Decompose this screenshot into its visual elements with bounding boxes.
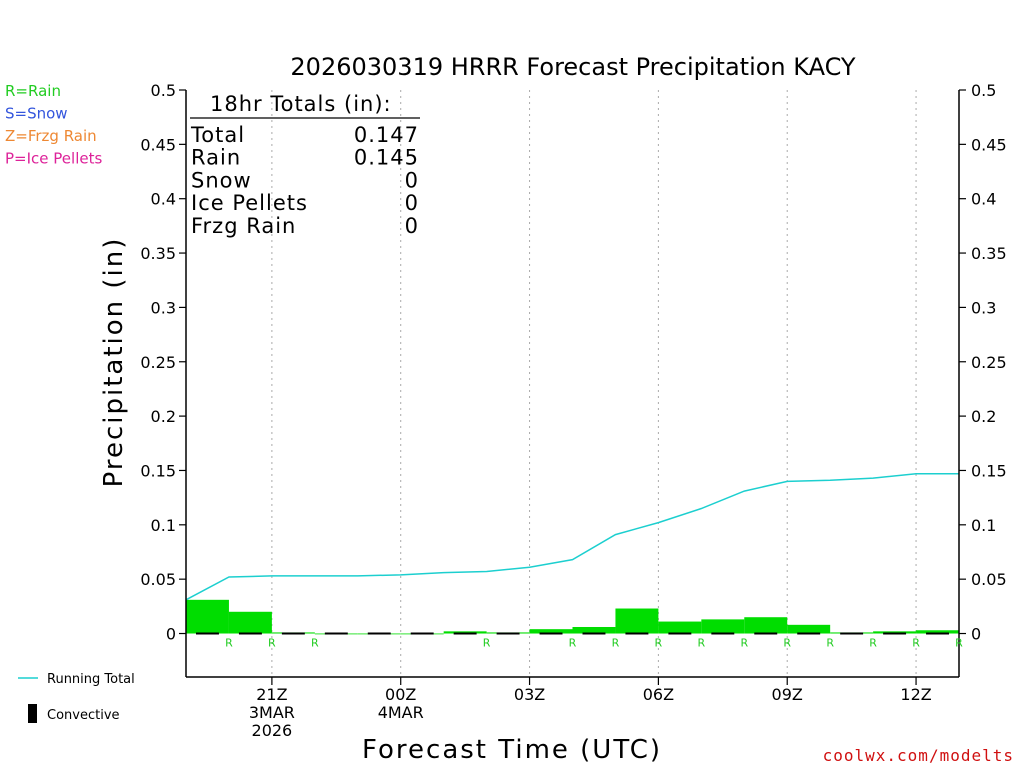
ytick-label-left-8: 0.4 [151, 190, 176, 209]
xtick-label-3-0: 06Z [643, 685, 674, 704]
chart-title: 2026030319 HRRR Forecast Precipitation K… [290, 53, 856, 81]
totals-value-4: 0 [405, 214, 419, 238]
xtick-label-2-0: 03Z [514, 685, 545, 704]
x-axis-label: Forecast Time (UTC) [362, 735, 662, 765]
ytick-label-left-3: 0.15 [140, 461, 176, 480]
precip-bar-14 [787, 624, 831, 634]
xtick-label-0-0: 21Z [256, 685, 287, 704]
precip-type-label-14: R [826, 637, 834, 650]
precip-type-label-11: R [698, 637, 706, 650]
ptype-legend-2: Z=Frzg Rain [5, 127, 97, 145]
ytick-label-left-6: 0.3 [151, 298, 176, 317]
xtick-label-4-0: 09Z [772, 685, 803, 704]
precip-type-label-0: R [225, 637, 233, 650]
totals-label-4: Frzg Rain [191, 214, 296, 238]
precip-bar-8 [529, 629, 573, 634]
ytick-label-left-1: 0.05 [140, 570, 176, 589]
ytick-label-right-6: 0.3 [971, 298, 996, 317]
totals-label-2: Snow [191, 168, 252, 192]
ptype-legend-1: S=Snow [5, 105, 68, 123]
totals-value-2: 0 [405, 168, 419, 192]
precip-type-label-12: R [740, 637, 748, 650]
ytick-label-left-2: 0.1 [151, 516, 176, 535]
precip-type-label-6: R [483, 637, 491, 650]
legend-convective-swatch [28, 704, 37, 723]
precip-type-label-13: R [783, 637, 791, 650]
precip-bar-9 [572, 626, 616, 634]
ptype-legend-0: R=Rain [5, 82, 61, 100]
ytick-label-left-4: 0.2 [151, 407, 176, 426]
legend-running-total: Running Total [47, 672, 135, 687]
ytick-label-right-8: 0.4 [971, 190, 996, 209]
precip-type-label-8: R [569, 637, 577, 650]
ytick-label-right-10: 0.5 [971, 81, 996, 100]
totals-label-3: Ice Pellets [191, 191, 308, 215]
ytick-label-right-9: 0.45 [971, 135, 1007, 154]
xtick-label-0-2: 2026 [252, 721, 293, 740]
precip-bar-11 [658, 621, 702, 634]
xtick-label-5-0: 12Z [900, 685, 931, 704]
totals-value-1: 0.145 [354, 146, 419, 170]
totals-value-0: 0.147 [354, 123, 419, 147]
precip-type-label-16: R [912, 637, 920, 650]
precip-type-label-1: R [268, 637, 276, 650]
precip-bar-12 [701, 619, 745, 634]
totals-label-0: Total [190, 123, 245, 147]
precip-bar-1 [228, 611, 272, 634]
y-axis-label: Precipitation (in) [99, 237, 129, 488]
precip-bar-17 [916, 630, 959, 634]
precip-type-label-9: R [612, 637, 620, 650]
totals-value-3: 0 [405, 191, 419, 215]
precip-bar-16 [873, 631, 917, 634]
precip-type-label-2: R [311, 637, 319, 650]
precip-bar-13 [744, 617, 788, 634]
precip-type-label-15: R [869, 637, 877, 650]
ytick-label-right-4: 0.2 [971, 407, 996, 426]
totals-header: 18hr Totals (in): [210, 92, 392, 116]
running-total-line [185, 472, 959, 601]
ytick-label-right-0: 0 [971, 625, 981, 644]
precip-type-label-10: R [655, 637, 663, 650]
ytick-label-left-9: 0.45 [140, 135, 176, 154]
ytick-label-left-5: 0.25 [140, 353, 176, 372]
ytick-label-right-5: 0.25 [971, 353, 1007, 372]
ytick-label-left-10: 0.5 [151, 81, 176, 100]
ytick-label-left-0: 0 [166, 625, 176, 644]
credit-text: coolwx.com/modelts [823, 746, 1014, 765]
xtick-label-0-1: 3MAR [249, 703, 295, 722]
xtick-label-1-1: 4MAR [378, 703, 424, 722]
precip-bar-6 [443, 631, 487, 634]
precip-bar-10 [615, 608, 659, 634]
ytick-label-right-7: 0.35 [971, 244, 1007, 263]
ytick-label-right-2: 0.1 [971, 516, 996, 535]
ytick-label-left-7: 0.35 [140, 244, 176, 263]
ytick-label-right-1: 0.05 [971, 570, 1007, 589]
precip-type-label-17: R [955, 637, 963, 650]
totals-label-1: Rain [191, 146, 241, 170]
precip-bar-0 [186, 599, 229, 634]
ytick-label-right-3: 0.15 [971, 461, 1007, 480]
xtick-label-1-0: 00Z [385, 685, 416, 704]
legend-convective: Convective [47, 708, 120, 723]
ptype-legend-3: P=Ice Pellets [5, 150, 102, 168]
